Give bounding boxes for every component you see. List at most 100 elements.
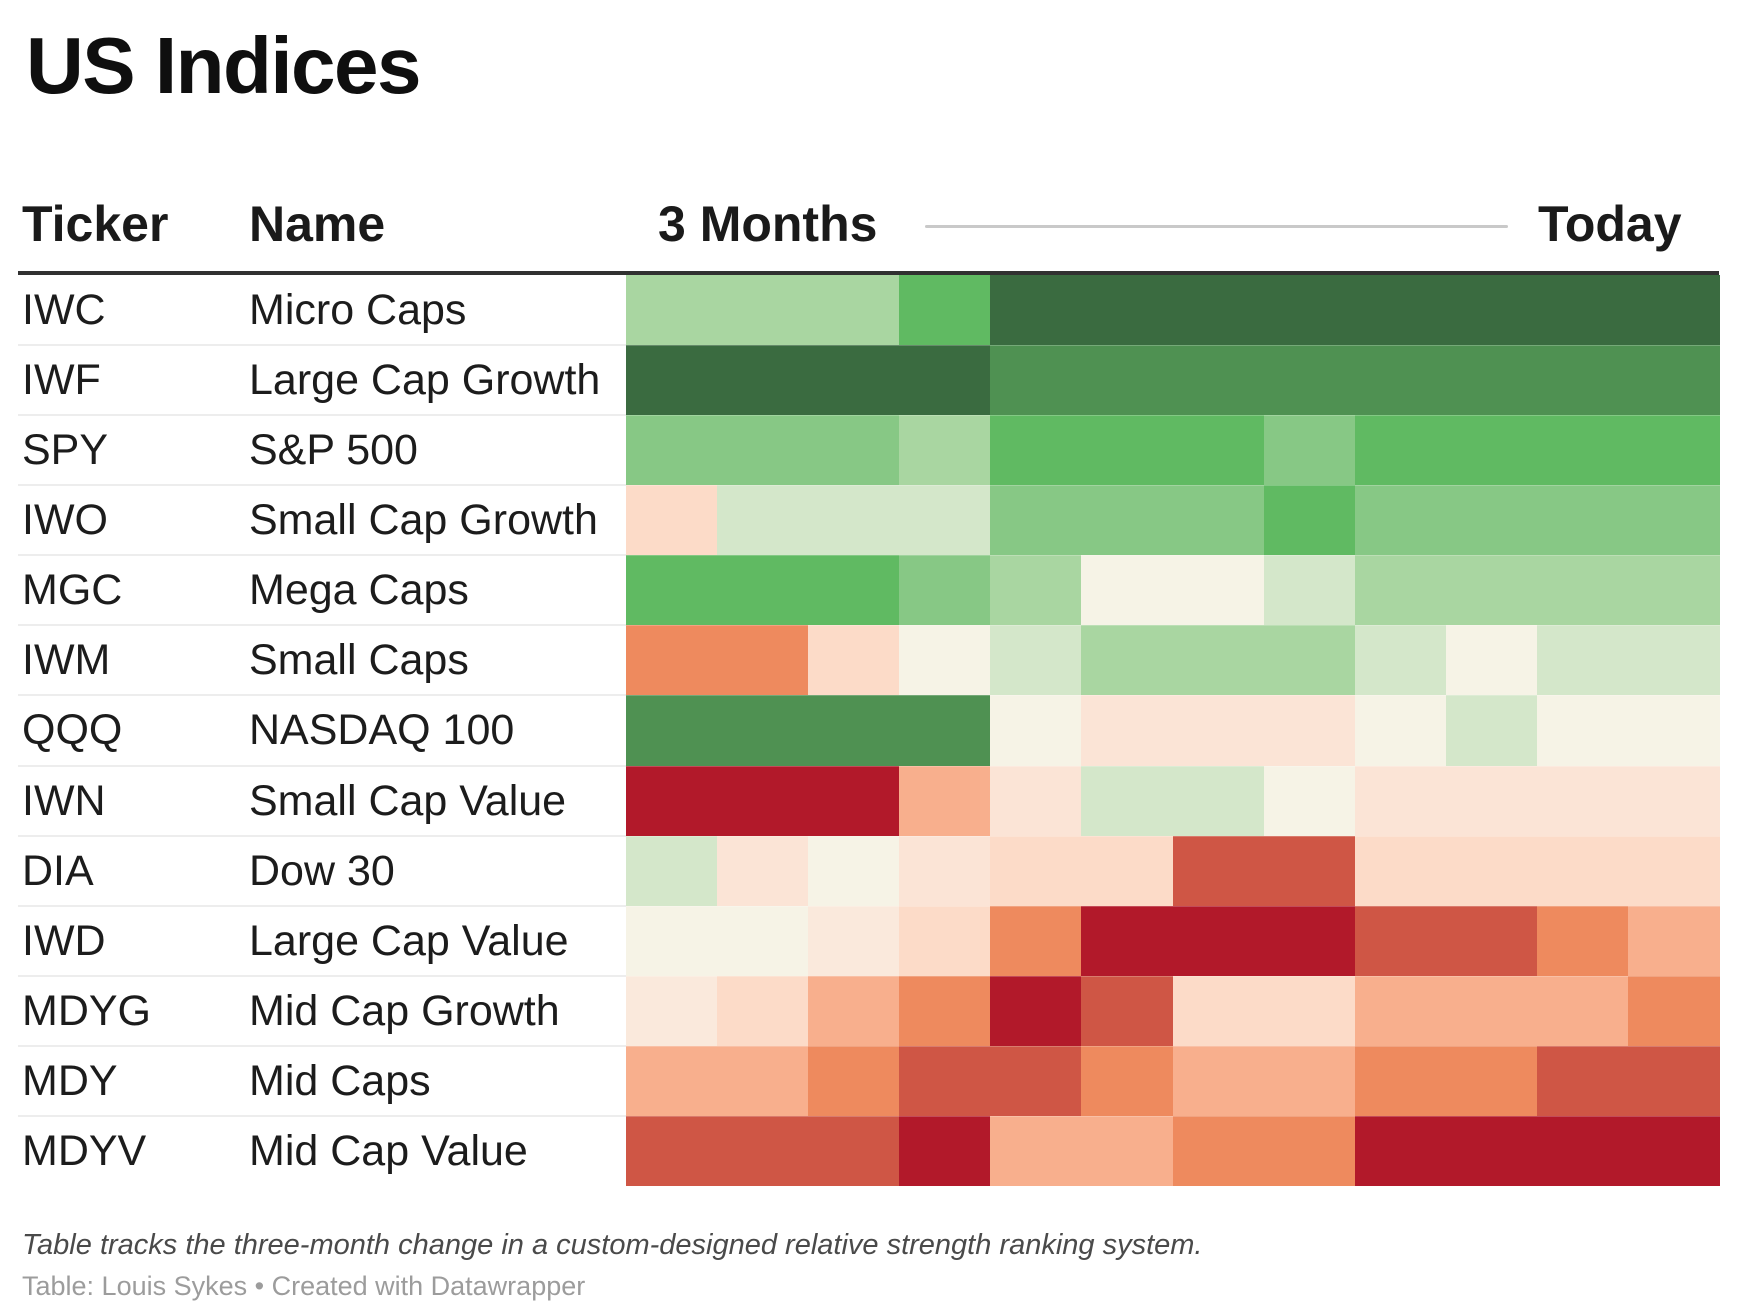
table-row: SPY S&P 500 [0, 414, 1740, 486]
heatmap-cell [808, 345, 900, 416]
heatmap-cell [899, 695, 991, 766]
heatmap-cell [1536, 975, 1629, 1047]
ticker-cell: MDYV [22, 1126, 147, 1175]
heatmap-cell [1354, 485, 1447, 556]
heatmap-cell [990, 765, 1082, 836]
heatmap-cell [1627, 835, 1720, 907]
heatmap-cell [1081, 975, 1174, 1047]
row-divider [18, 484, 626, 487]
name-cell: Large Cap Growth [249, 356, 601, 405]
heatmap-cell [1445, 625, 1538, 696]
heatmap-cell [899, 555, 991, 626]
heatmap-cell [1081, 415, 1174, 486]
ticker-cell: MDYG [22, 986, 151, 1035]
ticker-cell: DIA [22, 846, 94, 895]
ticker-cell: QQQ [22, 706, 123, 755]
table-row: IWN Small Cap Value [0, 764, 1740, 836]
table-credit: Table: Louis Sykes • Created with Datawr… [22, 1271, 586, 1301]
heatmap-cell [990, 485, 1082, 556]
heatmap-cell [1627, 1115, 1720, 1187]
ticker-cell: IWN [22, 776, 106, 825]
heatmap-cell [899, 1115, 991, 1187]
heatmap-cell [1081, 625, 1174, 696]
heatmap-cell [990, 345, 1082, 416]
heatmap-cell [626, 415, 718, 486]
heatmap-cell [1445, 975, 1538, 1047]
heatmap-cell [808, 485, 900, 556]
heatmap-cell [990, 1115, 1082, 1187]
heatmap-cell [1081, 1045, 1174, 1117]
heatmap-cell [1172, 1045, 1265, 1117]
heatmap-cell [990, 275, 1082, 346]
heatmap-cell [1627, 485, 1720, 556]
heatmap-cell [1172, 275, 1265, 346]
heatmap-cell [1445, 555, 1538, 626]
heatmap-cell [626, 345, 718, 416]
heatmap-cell [1172, 415, 1265, 486]
row-divider [18, 694, 626, 697]
heatmap-cell [717, 975, 809, 1047]
name-cell: NASDAQ 100 [249, 706, 515, 755]
name-cell: Mega Caps [249, 566, 469, 615]
heatmap-cell [899, 835, 991, 907]
heatmap-cell [1445, 275, 1538, 346]
heatmap-cell [1081, 275, 1174, 346]
table-row: IWD Large Cap Value [0, 904, 1740, 977]
heatmap-cell [1354, 625, 1447, 696]
heatmap-cell [1172, 695, 1265, 766]
heatmap-cell [1536, 625, 1629, 696]
heatmap-cell [1263, 485, 1356, 556]
table-row: MDY Mid Caps [0, 1044, 1740, 1117]
heatmap-cell [1263, 695, 1356, 766]
row-divider [18, 904, 626, 907]
heatmap-cell [1445, 485, 1538, 556]
heatmap-cell [1536, 905, 1629, 977]
heatmap-cell [1263, 345, 1356, 416]
heatmap-cell [899, 415, 991, 486]
heatmap-cell [1627, 1045, 1720, 1117]
heatmap-cell [1263, 975, 1356, 1047]
heatmap-cell [717, 275, 809, 346]
table-row: IWO Small Cap Growth [0, 484, 1740, 556]
heatmap-cell [1263, 625, 1356, 696]
table-row: DIA Dow 30 [0, 834, 1740, 907]
table-row: IWM Small Caps [0, 624, 1740, 696]
name-cell: Mid Caps [249, 1056, 431, 1105]
heatmap-cell [626, 1045, 718, 1117]
heatmap-cell [1627, 695, 1720, 766]
heatmap-cell [717, 1115, 809, 1187]
heatmap-cell [626, 555, 718, 626]
heatmap-cell [899, 275, 991, 346]
row-divider [18, 624, 626, 627]
heatmap-cell [808, 765, 900, 836]
heatmap-cell [808, 975, 900, 1047]
ticker-cell: IWD [22, 916, 106, 965]
heatmap-cell [1536, 1045, 1629, 1117]
heatmap-cell [808, 625, 900, 696]
heatmap-cell [899, 485, 991, 556]
column-header-name: Name [249, 196, 386, 252]
heatmap-cell [626, 485, 718, 556]
column-header-3-months: 3 Months [658, 196, 878, 252]
heatmap-cell [990, 905, 1082, 977]
heatmap-cell [1536, 835, 1629, 907]
name-cell: Small Cap Value [249, 776, 567, 825]
heatmap-cell [1081, 835, 1174, 907]
heatmap-cell [717, 625, 809, 696]
heatmap-cell [717, 345, 809, 416]
heatmap-cell [1627, 905, 1720, 977]
page-title: US Indices [26, 21, 422, 110]
heatmap-cell [1172, 765, 1265, 836]
heatmap-cell [1081, 765, 1174, 836]
heatmap-cell [899, 975, 991, 1047]
heatmap-cell [1172, 345, 1265, 416]
table-row: QQQ NASDAQ 100 [0, 694, 1740, 766]
heatmap-cell [1627, 555, 1720, 626]
heatmap-cell [1536, 345, 1629, 416]
heatmap-cell [808, 555, 900, 626]
ticker-cell: SPY [22, 426, 109, 475]
heatmap-cell [1081, 485, 1174, 556]
heatmap-cell [1445, 345, 1538, 416]
heatmap-cell [717, 695, 809, 766]
